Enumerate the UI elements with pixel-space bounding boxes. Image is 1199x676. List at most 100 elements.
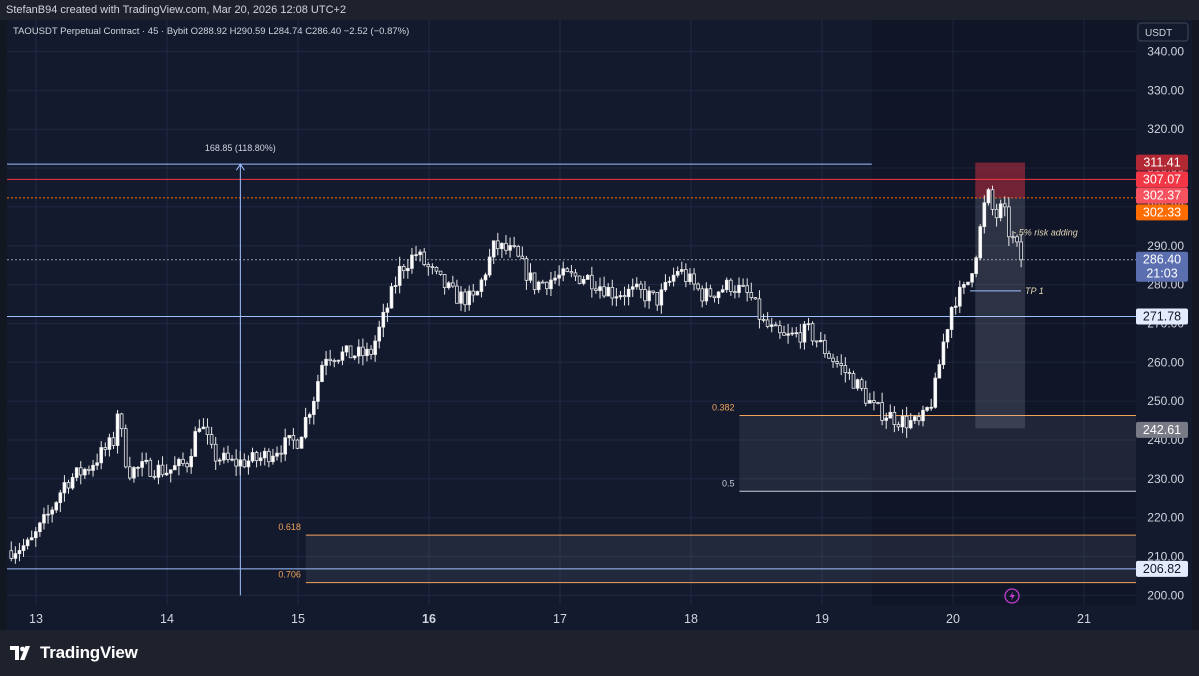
candle-body [863,387,868,404]
candle-body [524,258,529,281]
candle-body [872,400,876,403]
candle-body [479,279,484,292]
price-tick: 230.00 [1147,472,1184,486]
candle-body [33,531,38,539]
candle-body [536,281,541,291]
price-axis[interactable]: USDT340.00330.00320.00310.00300.00290.00… [1136,20,1192,630]
candle-body [602,286,606,297]
candle-body [594,288,598,291]
price-tick: 260.00 [1147,355,1184,369]
candle-body [312,400,316,415]
candle-body [87,468,91,471]
candle-body [487,256,492,276]
candle-body [29,537,34,541]
candle-body [823,340,827,354]
candle-body [128,466,132,479]
price-tag [1136,560,1188,577]
candle-body [254,452,259,462]
candle-body [70,477,75,489]
candle-body [442,274,447,289]
price-tick: 250.00 [1147,394,1184,408]
candle-body [156,464,161,478]
time-axis[interactable]: 13 14 15 16 17 18 19 20 21 [7,605,1192,630]
candle-body [876,402,880,404]
candle-body [283,437,287,455]
candle-body [769,324,774,327]
candle-body [491,240,496,258]
candle-body [810,323,815,342]
price-tag [1136,171,1188,188]
candle-body [908,420,913,429]
price-tag-value: 307.07 [1143,172,1181,186]
candle-body [757,298,762,320]
candle-body [136,467,140,469]
candle-body [230,458,234,461]
candle-body [418,251,422,256]
candle-body [340,351,345,361]
candle-body [471,290,476,296]
candle-body [504,242,508,251]
candle-body [565,268,570,272]
candle-body [369,348,373,355]
candle-body [859,379,864,389]
candle-body [393,285,398,287]
candle-body [606,286,610,297]
candle-body [250,452,255,462]
candle-body [704,288,709,302]
candle-body [271,455,275,463]
candle-body [324,358,328,366]
candle-body [982,202,987,228]
candle-body [238,459,243,467]
candle-body [193,431,198,457]
short-position-tool[interactable] [975,162,1026,429]
candle-body [647,290,651,302]
candle-body [275,452,279,457]
time-tick: 16 [422,612,436,626]
candle-body [692,273,696,285]
candle-body [291,435,296,441]
time-tick: 13 [29,612,43,626]
candle-body [528,272,533,281]
candle-body [651,290,655,293]
candle-body [267,450,271,463]
candle-body [573,272,578,277]
candle-body [741,284,745,287]
candle-body [144,459,148,462]
time-axis-bg [7,605,1192,630]
candle-body [74,467,79,478]
candle-body [201,426,206,430]
candle-body [189,456,193,468]
candle-body [639,283,643,290]
candle-body [152,475,157,478]
fib-zones: 0.382 0.5 0.618 0.706 [278,403,1140,584]
chart-area[interactable] [7,20,1192,630]
candle-body [205,426,210,436]
time-tick: 20 [946,612,960,626]
candle-body [103,447,108,450]
candle-body [700,288,705,302]
candle-body [671,274,676,282]
candle-body [712,295,717,299]
candle-body [78,467,83,476]
candle-body [614,296,619,299]
lightning-alert-icon[interactable] [1004,588,1020,604]
candle-body [467,290,471,306]
candle-body [843,365,848,373]
candle-body [455,285,459,304]
candle-body [226,452,230,460]
price-axis-bg [1136,20,1192,630]
time-tick: 15 [291,612,305,626]
candle-body [438,270,443,275]
candle-body [622,295,627,298]
price-tag [1136,204,1188,221]
candle-body [520,255,525,260]
tradingview-logo: TradingView [10,642,138,664]
price-tick: 200.00 [1147,588,1184,602]
candle-body [598,286,602,291]
candle-body [917,416,921,422]
candle-body [753,297,758,300]
price-levels [7,163,1136,570]
candle-body [643,289,647,302]
candle-body [585,274,590,280]
